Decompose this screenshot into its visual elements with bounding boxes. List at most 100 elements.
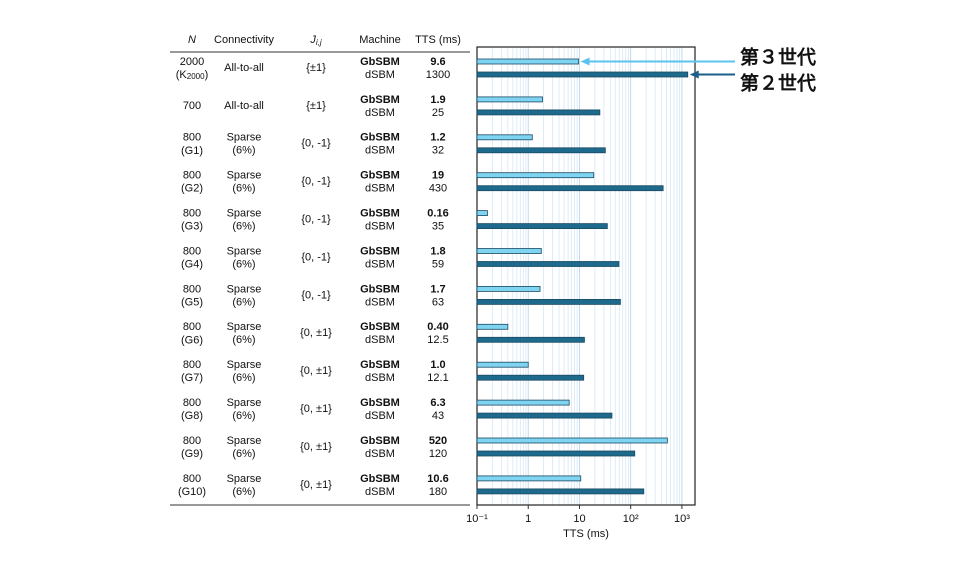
annotation-arrowhead [689,70,699,79]
machine-name: dSBM [365,296,395,308]
machine-name: dSBM [365,448,395,460]
connectivity: Sparse [227,473,262,485]
header-subscript: i,j [316,38,322,47]
connectivity: Sparse [227,208,262,220]
connectivity: (6%) [232,410,255,422]
bar [476,185,664,192]
bar [476,58,579,65]
tts-value: 12.1 [427,372,448,384]
connectivity: Sparse [227,359,262,371]
machine-name: dSBM [365,372,395,384]
bar [476,412,613,419]
machine-name: GbSBM [360,397,400,409]
connectivity: (6%) [232,221,255,233]
coupling: {0, ±1} [300,327,332,339]
n-value: 800 [183,321,201,333]
coupling: {0, ±1} [300,403,332,415]
machine-name: dSBM [365,258,395,270]
tts-value: 1.2 [430,132,445,144]
n-value: 800 [183,245,201,257]
bar [476,147,606,154]
machine-name: GbSBM [360,359,400,371]
connectivity: Sparse [227,321,262,333]
bar [476,261,620,267]
bar [476,298,621,305]
tts-value: 120 [429,448,447,460]
connectivity: (6%) [232,372,255,384]
coupling: {0, ±1} [300,479,332,491]
tts-value: 6.3 [430,397,445,409]
instance-text: (G3) [181,221,203,233]
instance-text: (G10) [178,486,206,498]
bar [476,361,529,368]
instance-subscript: 2000 [187,72,205,81]
bar [476,336,585,343]
machine-name: dSBM [365,107,395,119]
column-header: Connectivity [214,34,274,46]
header-text: J [309,34,316,46]
n-value: 800 [183,473,201,485]
tts-value: 520 [429,435,447,447]
connectivity: Sparse [227,283,262,295]
n-value: 800 [183,170,201,182]
bar [476,323,509,330]
n-value: 800 [183,435,201,447]
instance-name: (K2000) [176,69,208,81]
coupling: {0, ±1} [300,441,332,453]
machine-name: dSBM [365,334,395,346]
column-header: Machine [359,34,401,46]
connectivity: (6%) [232,334,255,346]
tts-value: 35 [432,221,444,233]
tts-value: 25 [432,107,444,119]
instance-text: ) [205,69,209,81]
machine-name: GbSBM [360,170,400,182]
x-tick-label: 1 [525,513,531,525]
connectivity: (6%) [232,145,255,157]
x-axis-label: TTS (ms) [563,528,609,540]
n-value: 700 [183,100,201,112]
x-tick-label: 10⁻¹ [466,513,488,525]
machine-name: GbSBM [360,56,400,68]
bar [476,109,601,116]
n-value: 800 [183,283,201,295]
tts-value: 43 [432,410,444,422]
bar [476,450,636,457]
x-tick-label: 10² [623,513,639,525]
instance-name: (G8) [181,410,203,422]
plot-frame [476,46,696,506]
connectivity: All-to-all [224,62,264,74]
connectivity: (6%) [232,183,255,195]
bar [476,488,645,495]
coupling: {±1} [306,100,326,112]
annotation: 第２世代 [740,72,816,95]
machine-name: dSBM [365,410,395,422]
instance-text: (G7) [181,372,203,384]
instance-text: (G8) [181,410,203,422]
bar [476,134,533,141]
tts-value: 1.7 [430,283,445,295]
connectivity: Sparse [227,132,262,144]
instance-name: (G7) [181,372,203,384]
x-tick-label: 10 [573,513,585,525]
bar [476,248,542,254]
machine-name: GbSBM [360,94,400,106]
tts-value: 19 [432,170,444,182]
connectivity: Sparse [227,245,262,257]
machine-name: dSBM [365,221,395,233]
coupling: {0, -1} [301,214,331,226]
annotation-arrowhead [580,57,590,66]
bar [476,374,585,381]
coupling: {0, -1} [301,138,331,150]
connectivity: Sparse [227,397,262,409]
n-value: 800 [183,397,201,409]
n-value: 2000 [180,56,204,68]
column-header: N [188,34,196,46]
machine-name: GbSBM [360,321,400,333]
bar [476,285,541,292]
instance-text: (G5) [181,296,203,308]
connectivity: Sparse [227,170,262,182]
tts-value: 0.16 [427,208,448,220]
instance-text: (G2) [181,183,203,195]
connectivity: (6%) [232,486,255,498]
